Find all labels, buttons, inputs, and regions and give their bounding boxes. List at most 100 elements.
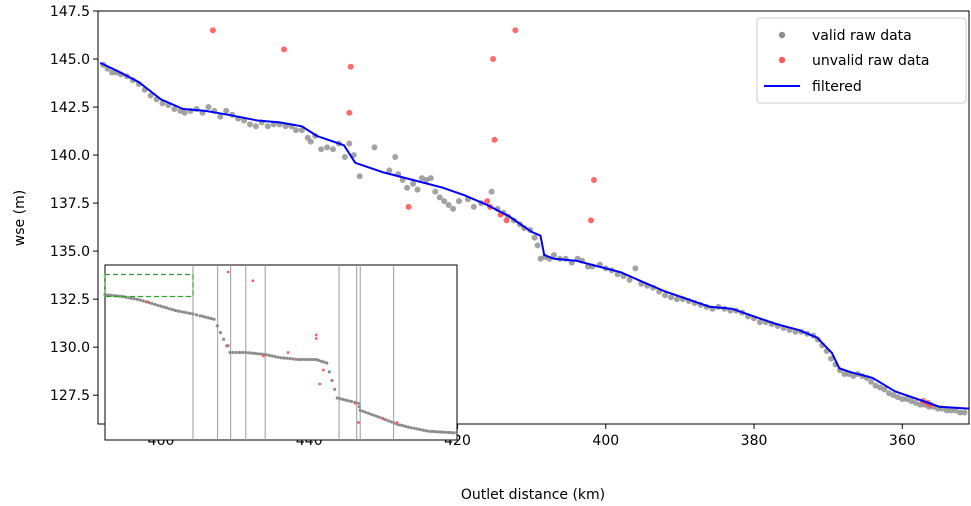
- inset-unvalid-point: [226, 270, 230, 274]
- unvalid-point: [209, 27, 216, 34]
- valid-point: [899, 396, 906, 403]
- valid-point: [371, 144, 378, 151]
- inset-valid-point: [162, 305, 166, 309]
- valid-point: [329, 146, 336, 153]
- inset-valid-point: [173, 308, 177, 313]
- inset-valid-point: [427, 429, 431, 433]
- inset-valid-point: [308, 357, 312, 362]
- inset-valid-point: [356, 401, 360, 405]
- valid-point: [441, 198, 448, 205]
- valid-point: [961, 409, 968, 416]
- inset-valid-point: [288, 357, 292, 361]
- inset-valid-point: [234, 350, 238, 355]
- inset-valid-point: [418, 427, 422, 432]
- inset-valid-point: [421, 428, 425, 432]
- inset-valid-point: [404, 424, 408, 428]
- inset-unvalid-point: [321, 368, 325, 372]
- inset-valid-point: [165, 306, 169, 310]
- inset-valid-point: [449, 431, 453, 435]
- inset-valid-point: [341, 397, 345, 401]
- inset-valid-point: [398, 423, 402, 427]
- inset-frame: [104, 264, 458, 441]
- inset-valid-point: [194, 313, 199, 317]
- legend: valid raw data unvalid raw data filtered: [756, 17, 967, 104]
- inset-unvalid-point: [353, 401, 357, 405]
- inset-valid-point: [357, 405, 361, 409]
- inset-valid-point: [317, 358, 321, 362]
- valid-point: [324, 144, 331, 151]
- inset-valid-point: [282, 356, 286, 360]
- inset-valid-point: [179, 310, 183, 314]
- unvalid-point: [587, 217, 594, 224]
- inset-valid-point: [333, 387, 337, 391]
- inset-valid-point: [325, 361, 329, 365]
- inset-valid-point: [191, 312, 195, 316]
- inset-valid-point: [302, 357, 307, 362]
- valid-point: [282, 123, 289, 130]
- inset-valid-point: [267, 353, 271, 357]
- inset-valid-point: [209, 317, 213, 321]
- inset-valid-point: [244, 350, 248, 355]
- inset-valid-point: [167, 307, 172, 311]
- inset-valid-point: [386, 419, 390, 423]
- valid-point: [756, 319, 763, 326]
- valid-point: [957, 409, 964, 416]
- inset-valid-point: [222, 337, 226, 341]
- inset-valid-point: [347, 399, 351, 403]
- valid-point: [386, 167, 393, 174]
- inset-valid-point: [156, 303, 160, 307]
- unvalid-point: [490, 56, 497, 63]
- inset-valid-point: [204, 315, 208, 319]
- inset-valid-point: [369, 412, 373, 416]
- inset-plot: [103, 264, 458, 441]
- inset-valid-point: [285, 356, 289, 360]
- inset-valid-point: [330, 378, 334, 383]
- valid-point: [346, 140, 353, 147]
- inset-valid-point: [153, 302, 157, 306]
- valid-point: [410, 180, 417, 187]
- valid-point: [626, 276, 633, 283]
- valid-point: [264, 123, 271, 130]
- inset-unvalid-point: [314, 333, 318, 337]
- valid-point: [881, 386, 888, 393]
- valid-point: [436, 194, 443, 201]
- inset-valid-point: [299, 357, 304, 362]
- inset-valid-point: [247, 351, 251, 355]
- inset-valid-point: [319, 359, 324, 363]
- valid-point: [673, 296, 680, 303]
- inset-valid-point: [424, 429, 428, 433]
- inset-valid-point: [159, 304, 163, 308]
- valid-point: [841, 371, 848, 378]
- inset-valid-point: [135, 297, 139, 301]
- y-ticks: 127.5 130.0 132.5 135.0 137.5 140.0 142.5 145.0…: [50, 4, 98, 404]
- inset-valid-point: [383, 418, 387, 422]
- valid-point: [414, 186, 421, 193]
- inset-valid-point: [185, 311, 189, 315]
- valid-point: [456, 198, 463, 205]
- inset-valid-point: [258, 352, 263, 356]
- valid-point: [298, 127, 305, 134]
- inset-valid-point: [375, 414, 379, 418]
- inset-unvalid-point: [286, 351, 290, 354]
- inset-valid-point: [349, 399, 353, 404]
- inset-valid-point: [255, 352, 260, 356]
- inset-valid-point: [444, 430, 448, 434]
- inset-valid-point: [361, 409, 365, 413]
- valid-point: [534, 242, 541, 249]
- inset-valid-point: [392, 421, 396, 425]
- valid-point: [205, 104, 212, 111]
- unvalid-point: [484, 198, 491, 205]
- inset-valid-point: [188, 311, 192, 315]
- inset-valid-point: [170, 308, 175, 312]
- axes-frame: [97, 10, 970, 425]
- inset-valid-point: [198, 314, 202, 318]
- inset-valid-point: [138, 298, 142, 302]
- valid-point: [632, 265, 639, 272]
- valid-point: [868, 378, 875, 385]
- inset-valid-point: [314, 357, 318, 362]
- x-tick-label: 380: [741, 433, 768, 449]
- inset-valid-point: [305, 357, 309, 362]
- valid-point: [246, 121, 253, 128]
- valid-point: [292, 127, 299, 134]
- inset-valid-point: [231, 350, 235, 355]
